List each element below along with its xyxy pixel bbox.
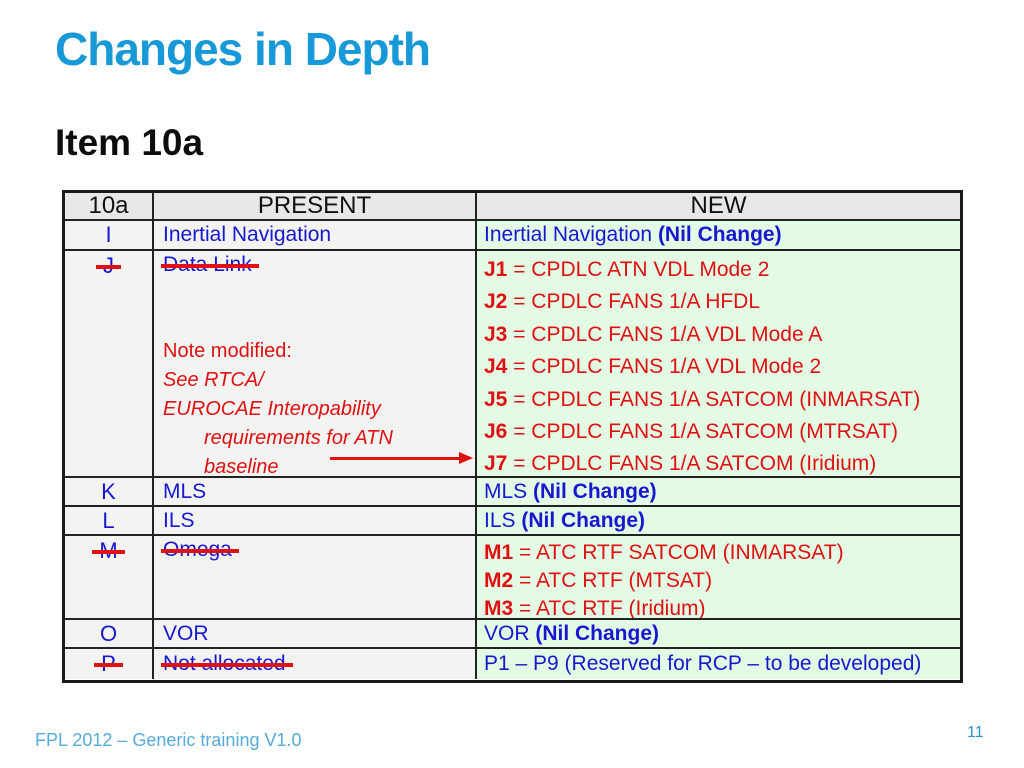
new-i-plain: Inertial Navigation <box>484 223 658 246</box>
m2-text: = ATC RTF (MTSAT) <box>513 569 713 592</box>
new-k-plain: MLS <box>484 479 534 503</box>
new-cell-l: ILS (Nil Change) <box>477 507 960 536</box>
code-j-struck: J <box>96 253 121 279</box>
j2-text: = CPDLC FANS 1/A HFDL <box>507 290 761 314</box>
present-cell-j: Data Link Note modified: See RTCA/ EUROC… <box>154 251 477 478</box>
j3-text: = CPDLC FANS 1/A VDL Mode A <box>507 322 823 346</box>
new-cell-j: J1 = CPDLC ATN VDL Mode 2 J2 = CPDLC FAN… <box>477 251 960 478</box>
present-cell-i: Inertial Navigation <box>154 221 477 251</box>
j3-code: J3 <box>484 322 508 346</box>
changes-table: 10a PRESENT NEW I Inertial Navigation In… <box>62 190 963 683</box>
new-cell-o: VOR (Nil Change) <box>477 620 960 649</box>
j7-line: J7 = CPDLC FANS 1/A SATCOM (Iridium) <box>484 448 960 476</box>
code-p-struck: P <box>94 651 123 677</box>
code-cell-j: J <box>65 251 154 478</box>
new-cell-k: MLS (Nil Change) <box>477 478 960 507</box>
header-cell-new: NEW <box>477 193 960 221</box>
m3-code: M3 <box>484 597 514 620</box>
code-cell-p: P <box>65 649 154 679</box>
m2-line: M2 = ATC RTF (MTSAT) <box>484 567 960 595</box>
j1-text: = CPDLC ATN VDL Mode 2 <box>507 258 770 281</box>
j7-code: J7 <box>484 452 508 476</box>
m2-code: M2 <box>484 569 514 592</box>
present-cell-o: VOR <box>154 620 477 649</box>
new-k-nil-change: (Nil Change) <box>533 479 657 503</box>
j1-code: J1 <box>484 258 508 281</box>
j3-line: J3 = CPDLC FANS 1/A VDL Mode A <box>484 319 960 351</box>
item-heading: Item 10a <box>55 122 204 163</box>
note-arrow <box>330 452 473 464</box>
omega-struck: Omega <box>161 538 239 562</box>
code-cell-m: M <box>65 536 154 620</box>
j6-text: = CPDLC FANS 1/A SATCOM (MTRSAT) <box>507 420 899 444</box>
note-block: Note modified: See RTCA/ EUROCAE Interop… <box>163 337 393 478</box>
present-cell-p: Not allocated <box>154 649 477 679</box>
code-cell-l: L <box>65 507 154 536</box>
present-cell-k: MLS <box>154 478 477 507</box>
new-cell-p: P1 – P9 (Reserved for RCP – to be develo… <box>477 649 960 679</box>
code-m-struck: M <box>92 538 125 564</box>
j5-text: = CPDLC FANS 1/A SATCOM (INMARSAT) <box>507 387 921 411</box>
present-j-struck-line: Data Link <box>161 253 475 277</box>
j5-line: J5 = CPDLC FANS 1/A SATCOM (INMARSAT) <box>484 384 960 416</box>
m1-line: M1 = ATC RTF SATCOM (INMARSAT) <box>484 539 960 567</box>
present-cell-m: Omega <box>154 536 477 620</box>
j4-code: J4 <box>484 355 508 379</box>
note-line-2: EUROCAE Interopability <box>163 398 381 420</box>
j4-line: J4 = CPDLC FANS 1/A VDL Mode 2 <box>484 351 960 383</box>
new-cell-m: M1 = ATC RTF SATCOM (INMARSAT) M2 = ATC … <box>477 536 960 620</box>
page-number: 11 <box>967 724 984 741</box>
note-line-1: See RTCA/ <box>163 369 264 391</box>
m1-text: = ATC RTF SATCOM (INMARSAT) <box>513 541 844 564</box>
j4-text: = CPDLC FANS 1/A VDL Mode 2 <box>507 355 822 379</box>
slide-title: Changes in Depth <box>55 23 431 75</box>
new-i-nil-change: (Nil Change) <box>657 223 782 246</box>
present-cell-l: ILS <box>154 507 477 536</box>
footer-text: FPL 2012 – Generic training V1.0 <box>35 730 302 750</box>
note-line-4: baseline <box>204 456 279 478</box>
j7-text: = CPDLC FANS 1/A SATCOM (Iridium) <box>507 452 877 476</box>
j2-line: J2 = CPDLC FANS 1/A HFDL <box>484 286 960 318</box>
m3-line: M3 = ATC RTF (Iridium) <box>484 595 960 620</box>
j6-line: J6 = CPDLC FANS 1/A SATCOM (MTRSAT) <box>484 416 960 448</box>
j5-code: J5 <box>484 387 508 411</box>
header-cell-10a: 10a <box>65 193 154 221</box>
j1-line: J1 = CPDLC ATN VDL Mode 2 <box>484 254 960 286</box>
new-cell-i: Inertial Navigation (Nil Change) <box>477 221 960 251</box>
j2-code: J2 <box>484 290 508 314</box>
m3-text: = ATC RTF (Iridium) <box>513 597 706 620</box>
note-line-3: requirements for ATN <box>204 427 393 449</box>
new-l-nil-change: (Nil Change) <box>521 508 646 532</box>
code-cell-i: I <box>65 221 154 251</box>
note-title: Note modified: <box>163 340 292 362</box>
m1-code: M1 <box>484 541 514 564</box>
j6-code: J6 <box>484 420 508 444</box>
not-allocated-struck: Not allocated <box>161 652 293 676</box>
new-o-nil-change: (Nil Change) <box>535 621 660 645</box>
code-cell-k: K <box>65 478 154 507</box>
code-cell-o: O <box>65 620 154 649</box>
data-link-struck: Data Link <box>161 253 259 277</box>
new-o-plain: VOR <box>484 621 536 645</box>
new-l-plain: ILS <box>484 508 522 532</box>
header-cell-present: PRESENT <box>154 193 477 221</box>
